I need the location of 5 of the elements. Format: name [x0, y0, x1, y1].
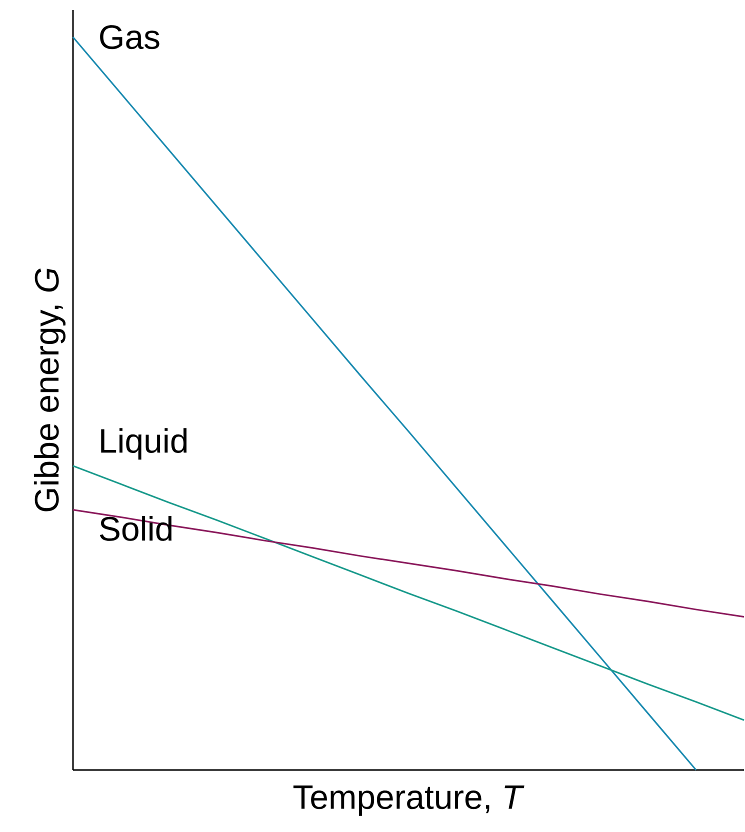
- x-axis-title: Temperature, T: [294, 785, 524, 816]
- y-axis-title: Gibbe energy, G: [34, 268, 66, 512]
- series-label: Gas: [100, 25, 160, 50]
- series-label: Liquid: [101, 428, 187, 460]
- series-label: Solid: [100, 516, 172, 541]
